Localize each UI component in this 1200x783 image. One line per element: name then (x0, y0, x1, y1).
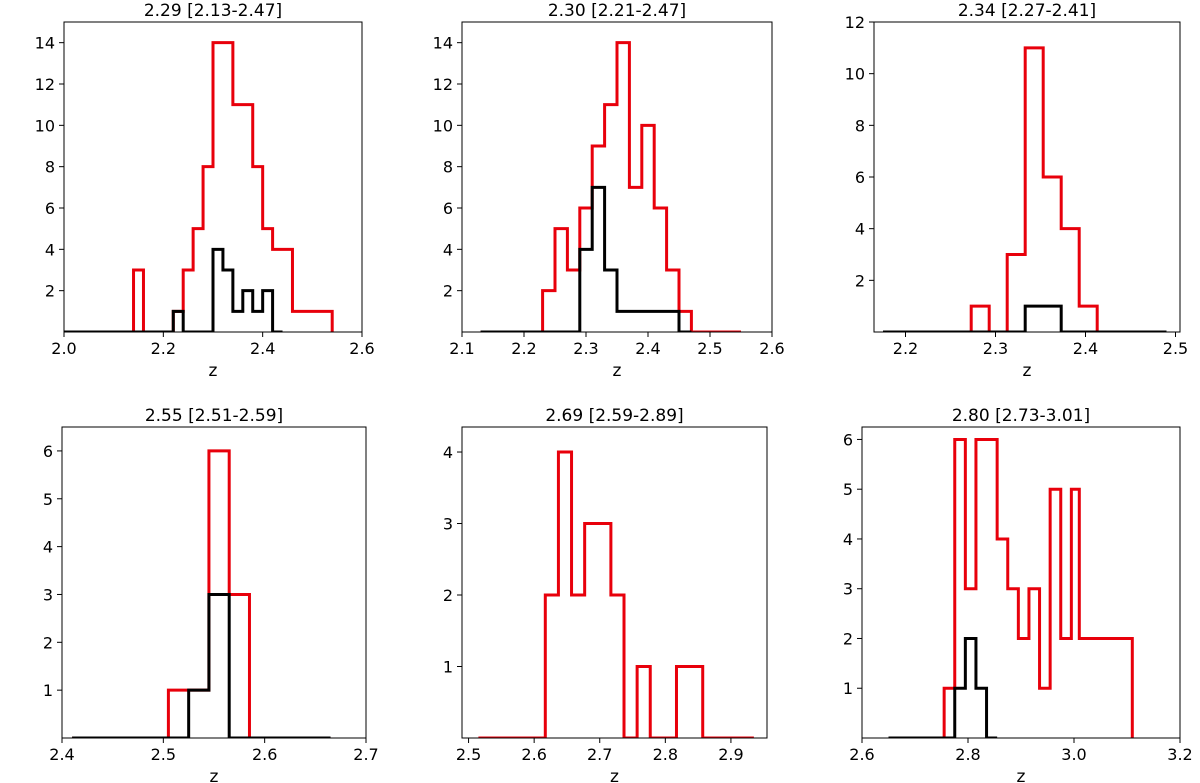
y-tick-label: 4 (45, 240, 55, 259)
y-tick-label: 12 (433, 75, 453, 94)
y-tick-label: 5 (843, 480, 853, 499)
histogram-panel: 2.1 2.2 2.3 2.4 2.5 2.6 2 4 6 8 10 12 14 2.30 [2.21-2… (433, 1, 785, 381)
y-tick-label: 6 (43, 442, 53, 461)
histogram-panel: 2.6 2.8 3.0 3.2 1 2 3 4 5 6 2.80 [2.73-3.01] z (843, 406, 1193, 783)
y-tick-label: 10 (35, 116, 55, 135)
x-axis-label: z (610, 767, 619, 783)
x-tick-label: 2.5 (456, 745, 481, 764)
y-tick-label: 14 (35, 34, 55, 53)
axes-frame (61, 426, 367, 739)
y-tick-label: 8 (45, 158, 55, 177)
y-tick-label: 8 (443, 158, 453, 177)
x-tick-label: 2.7 (587, 745, 612, 764)
y-tick-label: 4 (855, 220, 865, 239)
x-tick-label: 2.9 (718, 745, 743, 764)
x-tick-label: 2.4 (250, 339, 275, 358)
black-histogram-series (888, 636, 998, 738)
y-tick-label: 10 (845, 65, 865, 84)
y-tick-label: 2 (45, 282, 55, 301)
x-tick-label: 2.6 (521, 745, 546, 764)
y-tick-label: 1 (43, 681, 53, 700)
y-tick-label: 3 (843, 580, 853, 599)
x-tick-label: 3.2 (1167, 745, 1192, 764)
x-axis-label: z (1023, 361, 1032, 381)
y-tick-label: 4 (43, 538, 53, 557)
x-tick-label: 2.7 (353, 745, 378, 764)
x-tick-label: 2.3 (573, 339, 598, 358)
x-tick-label: 2.5 (697, 339, 722, 358)
red-histogram-series (72, 449, 331, 738)
red-histogram-series (478, 450, 754, 738)
y-tick-label: 3 (43, 585, 53, 604)
panel-title: 2.30 [2.21-2.47] (548, 1, 686, 21)
panel-title: 2.80 [2.73-3.01] (952, 406, 1090, 426)
axes-frame (861, 426, 1181, 739)
histogram-panel: 2.5 2.6 2.7 2.8 2.9 1 2 3 4 2.69 [2.59-2.89] z (443, 406, 768, 783)
x-tick-label: 2.6 (849, 745, 874, 764)
x-tick-label: 2.1 (449, 339, 474, 358)
x-axis-label: z (209, 361, 218, 381)
y-tick-label: 8 (855, 116, 865, 135)
x-tick-label: 2.5 (1163, 339, 1188, 358)
black-histogram-series (72, 592, 331, 738)
histogram-panel: 2.4 2.5 2.6 2.7 1 2 3 4 5 6 2.55 [2.51-2.59] z (43, 406, 379, 783)
x-tick-label: 2.6 (759, 339, 784, 358)
y-tick-label: 2 (843, 629, 853, 648)
y-tick-label: 10 (433, 116, 453, 135)
y-tick-label: 1 (843, 679, 853, 698)
x-tick-label: 2.0 (51, 339, 76, 358)
red-histogram-series (888, 437, 1134, 738)
x-tick-label: 2.2 (151, 339, 176, 358)
y-tick-label: 2 (43, 633, 53, 652)
histogram-panel: 2.0 2.2 2.4 2.6 2 4 6 8 10 12 14 2.29 [2.13-2.47] z (35, 1, 375, 381)
y-tick-label: 2 (855, 271, 865, 290)
y-tick-label: 6 (843, 430, 853, 449)
black-histogram-series (480, 185, 692, 332)
y-tick-label: 12 (845, 13, 865, 32)
y-tick-label: 4 (443, 240, 453, 259)
x-tick-label: 2.5 (151, 745, 176, 764)
x-tick-label: 3.0 (1061, 745, 1086, 764)
y-tick-label: 4 (843, 530, 853, 549)
x-tick-label: 2.8 (955, 745, 980, 764)
y-tick-label: 14 (433, 34, 453, 53)
x-axis-label: z (1017, 767, 1026, 783)
y-tick-label: 1 (443, 658, 453, 677)
y-tick-label: 12 (35, 75, 55, 94)
x-tick-label: 2.6 (252, 745, 277, 764)
black-histogram-series (64, 247, 283, 332)
histogram-panel: 2.2 2.3 2.4 2.5 2 4 6 8 10 12 2.34 [2.27-2.41] z (845, 1, 1189, 381)
x-tick-label: 2.2 (511, 339, 536, 358)
axes-frame (461, 426, 768, 739)
y-tick-label: 6 (443, 199, 453, 218)
black-histogram-series (883, 304, 1167, 332)
x-tick-label: 2.3 (983, 339, 1008, 358)
x-tick-label: 2.4 (635, 339, 660, 358)
y-tick-label: 2 (443, 586, 453, 605)
x-tick-label: 2.6 (349, 339, 374, 358)
y-tick-label: 4 (443, 443, 453, 462)
y-tick-label: 5 (43, 490, 53, 509)
axes-frame (873, 21, 1181, 333)
y-tick-label: 6 (45, 199, 55, 218)
x-axis-label: z (210, 767, 219, 783)
red-histogram-series (480, 41, 741, 332)
panel-title: 2.69 [2.59-2.89] (545, 406, 683, 426)
y-tick-label: 6 (855, 168, 865, 187)
axes-frame (461, 21, 773, 333)
panel-title: 2.55 [2.51-2.59] (145, 406, 283, 426)
y-tick-label: 2 (443, 282, 453, 301)
axes-frame (63, 21, 363, 333)
y-tick-label: 3 (443, 515, 453, 534)
x-tick-label: 2.4 (49, 745, 74, 764)
red-histogram-series (883, 46, 1167, 332)
panel-title: 2.29 [2.13-2.47] (144, 1, 282, 21)
x-tick-label: 2.8 (653, 745, 678, 764)
x-tick-label: 2.2 (893, 339, 918, 358)
x-axis-label: z (613, 361, 622, 381)
x-tick-label: 2.4 (1073, 339, 1098, 358)
red-histogram-series (83, 41, 334, 332)
panel-title: 2.34 [2.27-2.41] (958, 1, 1096, 21)
